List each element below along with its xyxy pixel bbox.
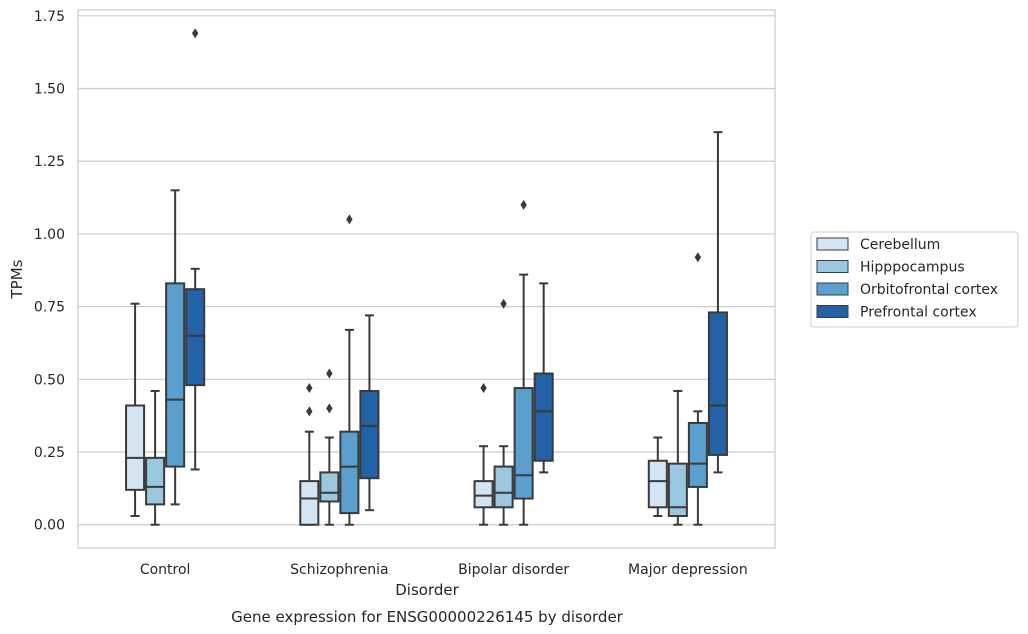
y-tick-label: 1.50 [34, 82, 65, 98]
outlier-point [500, 298, 507, 309]
box-1-0 [299, 383, 320, 526]
outlier-point [520, 199, 527, 210]
y-tick-label: 0.50 [34, 372, 65, 388]
box-1-3 [359, 314, 380, 512]
box-0-3 [185, 28, 206, 471]
box-2-1 [493, 298, 514, 526]
x-tick-label: Control [140, 562, 191, 578]
box-1-2 [339, 214, 360, 526]
iqr-box [145, 456, 166, 506]
iqr-box [687, 421, 708, 488]
legend-label: Prefrontal cortex [860, 305, 977, 321]
gridlines [78, 15, 775, 526]
y-tick-label: 1.25 [34, 154, 65, 170]
x-tick-label: Schizophrenia [290, 562, 388, 578]
box-3-3 [707, 131, 728, 474]
outlier-point [346, 214, 353, 225]
iqr-box [125, 404, 146, 491]
outlier-point [191, 28, 199, 39]
plot-area [77, 9, 776, 549]
legend-label: Hipppocampus [860, 260, 965, 276]
chart-title: Gene expression for ENSG00000226145 by d… [231, 608, 624, 626]
outlier-point [326, 403, 333, 414]
y-tick-label: 1.00 [34, 227, 65, 243]
legend: Cerebellum Hipppocampus Orbitofrontal cort… [810, 231, 1019, 328]
legend-frame [810, 231, 1019, 328]
box-3-0 [647, 436, 668, 518]
legend-label: Orbitofrontal cortex [860, 282, 998, 298]
iqr-box [339, 430, 360, 515]
iqr-box [299, 480, 320, 526]
box-2-2 [513, 199, 534, 526]
box-2-3 [533, 282, 554, 474]
legend-label: Cerebellum [860, 237, 940, 253]
legend-swatch [816, 282, 849, 296]
iqr-box [667, 462, 688, 518]
outlier-point [326, 368, 333, 379]
iqr-box [513, 387, 534, 500]
x-tick-label: Major depression [628, 562, 748, 578]
iqr-box [319, 471, 340, 503]
y-axis-label: TPMs [8, 259, 26, 299]
outlier-point [480, 383, 487, 394]
outlier-point [694, 252, 702, 263]
box-3-2 [687, 252, 708, 526]
y-tick-label: 1.75 [34, 9, 65, 25]
box-2-0 [473, 383, 494, 526]
box-3-1 [667, 389, 688, 526]
x-axis-label: Disorder [395, 581, 459, 599]
iqr-box [493, 465, 514, 509]
box-0-1 [145, 389, 166, 526]
iqr-box [647, 459, 668, 509]
x-tick-labels: Control Schizophrenia Bipolar disorder Majo… [140, 562, 748, 578]
y-tick-label: 0.00 [34, 518, 65, 534]
iqr-box [359, 389, 380, 480]
y-tick-label: 0.25 [34, 445, 65, 461]
x-tick-label: Bipolar disorder [458, 562, 569, 578]
iqr-box [165, 282, 186, 468]
legend-swatch [816, 260, 849, 273]
outlier-point [306, 406, 313, 417]
legend-swatch [816, 305, 849, 318]
iqr-box [473, 480, 494, 509]
y-tick-label: 0.75 [34, 300, 65, 316]
y-tick-labels: 0.00 0.25 0.50 0.75 1.00 1.25 1.50 1.75 [34, 9, 65, 534]
legend-swatch [816, 237, 849, 251]
box-0-2 [165, 189, 186, 506]
box-1-1 [319, 368, 340, 526]
iqr-box [533, 372, 554, 462]
box-0-0 [125, 302, 146, 518]
iqr-box [707, 311, 728, 456]
outlier-point [306, 383, 313, 394]
box-series [125, 28, 728, 526]
iqr-box [185, 288, 206, 387]
